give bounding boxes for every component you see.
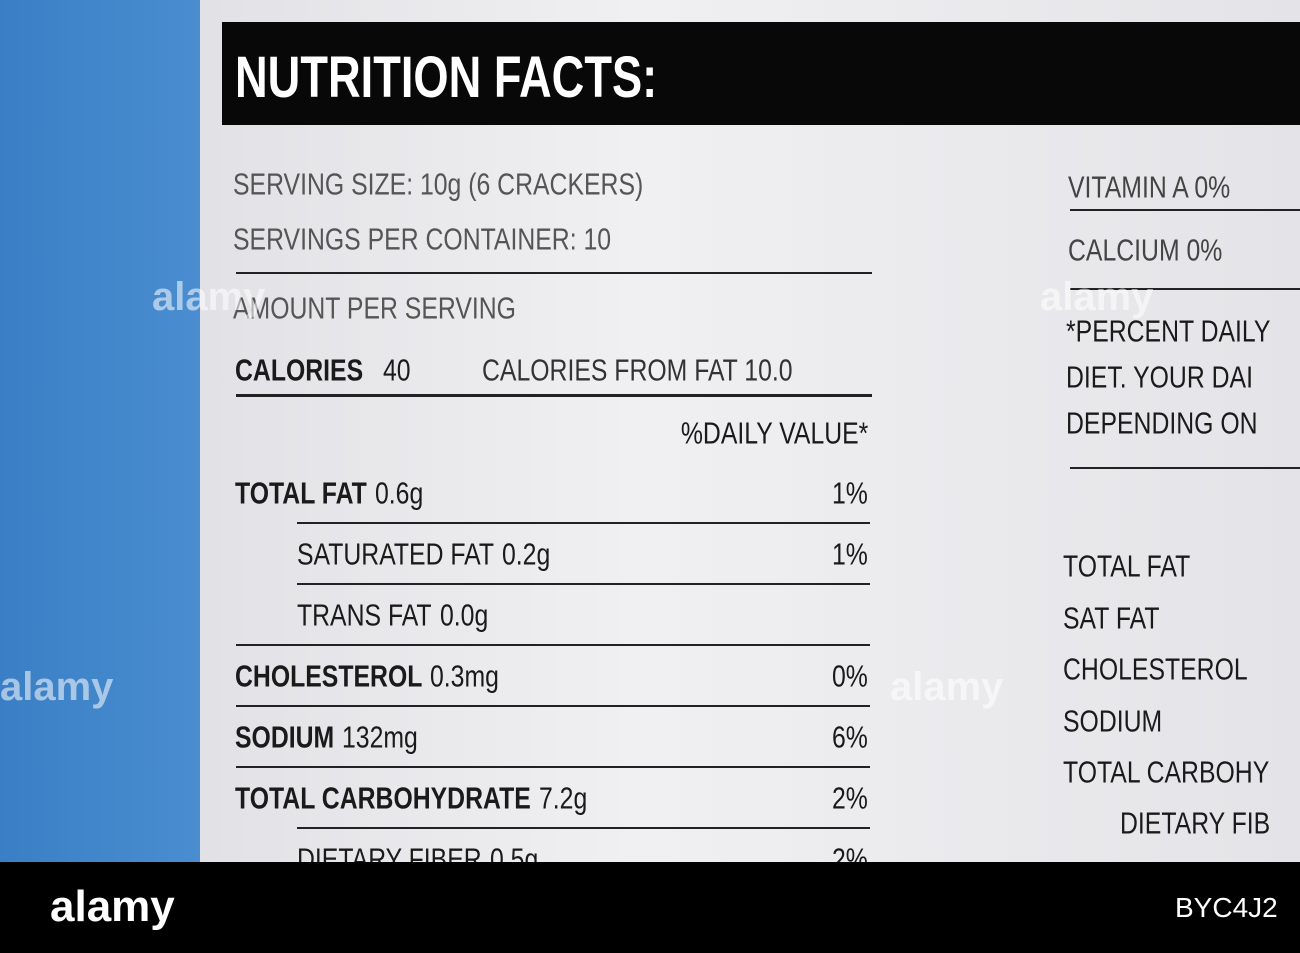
nutrition-label: NUTRITION FACTS: SERVING SIZE: 10g (6 CRA… bbox=[200, 0, 1300, 862]
nutrient-name: TRANS FAT bbox=[297, 597, 432, 633]
nutrient-name: SATURATED FAT bbox=[297, 536, 495, 572]
dv-table-row: SODIUM bbox=[1063, 703, 1163, 738]
nutrient-amount: 132mg bbox=[342, 719, 419, 755]
nutrient-amount: 0.6g bbox=[374, 475, 424, 511]
footnote: DIET. YOUR DAI bbox=[1066, 359, 1253, 395]
calories-label: CALORIES bbox=[235, 352, 364, 388]
rule bbox=[1070, 467, 1300, 469]
calories-from-fat: CALORIES FROM FAT 10.0 bbox=[482, 352, 793, 388]
watermark: alamy bbox=[890, 665, 1004, 709]
nutrient-name: SODIUM bbox=[235, 719, 335, 755]
watermark: alamy bbox=[0, 665, 114, 709]
watermark: alamy bbox=[152, 275, 266, 319]
blue-background bbox=[0, 0, 200, 862]
serving-size: SERVING SIZE: 10g (6 CRACKERS) bbox=[233, 166, 644, 202]
daily-value-header: %DAILY VALUE* bbox=[680, 415, 868, 451]
label-title: NUTRITION FACTS: bbox=[235, 45, 658, 110]
dv-table-subrow: DIETARY FIB bbox=[1120, 805, 1271, 841]
footnote: DEPENDING ON bbox=[1066, 405, 1258, 441]
footnote: *PERCENT DAILY bbox=[1066, 313, 1271, 349]
rule bbox=[236, 394, 872, 397]
nutrient-percent: 2% bbox=[832, 780, 868, 816]
dv-table-row: CHOLESTEROL bbox=[1063, 651, 1248, 687]
calories-value: 40 bbox=[383, 352, 411, 388]
rule bbox=[236, 644, 870, 646]
nutrient-amount: 0.5g bbox=[489, 841, 538, 863]
dv-table-row: TOTAL FAT bbox=[1063, 548, 1191, 584]
footer-logo: alamy bbox=[50, 882, 175, 931]
servings-per-container: SERVINGS PER CONTAINER: 10 bbox=[233, 221, 612, 257]
nutrient-amount: 7.2g bbox=[538, 780, 588, 816]
vitamin: VITAMIN A 0% bbox=[1068, 169, 1231, 205]
nutrient-name: TOTAL FAT bbox=[235, 475, 367, 511]
nutrient-percent: 0% bbox=[832, 658, 868, 694]
nutrient-name: CHOLESTEROL bbox=[235, 658, 423, 694]
rule bbox=[236, 272, 872, 274]
rule bbox=[1070, 288, 1300, 290]
rule bbox=[1070, 209, 1300, 211]
nutrient-name: DIETARY FIBER bbox=[297, 841, 482, 863]
rule bbox=[236, 766, 870, 768]
watermark: alamy bbox=[1040, 275, 1154, 319]
nutrient-percent: 1% bbox=[832, 475, 868, 511]
nutrient-amount: 0.3mg bbox=[430, 658, 500, 694]
rule bbox=[297, 522, 870, 524]
image-id: BYC4J2 bbox=[1175, 892, 1278, 923]
rule bbox=[297, 827, 870, 829]
vitamin: CALCIUM 0% bbox=[1068, 232, 1223, 268]
nutrient-percent: 1% bbox=[832, 536, 868, 572]
rule bbox=[236, 705, 870, 707]
nutrient-name: TOTAL CARBOHYDRATE bbox=[235, 780, 531, 816]
dv-table-row: SAT FAT bbox=[1063, 600, 1160, 635]
amount-per-serving: AMOUNT PER SERVING bbox=[233, 290, 516, 326]
nutrient-amount: 0.2g bbox=[502, 536, 551, 572]
nutrient-amount: 0.0g bbox=[439, 597, 488, 633]
dv-table-row: TOTAL CARBOHY bbox=[1063, 754, 1270, 790]
footer-bar: alamy BYC4J2 bbox=[0, 862, 1300, 953]
nutrient-percent: 6% bbox=[832, 719, 868, 755]
rule bbox=[297, 583, 870, 585]
title-bar bbox=[222, 22, 1300, 125]
nutrient-percent: 2% bbox=[832, 841, 868, 863]
